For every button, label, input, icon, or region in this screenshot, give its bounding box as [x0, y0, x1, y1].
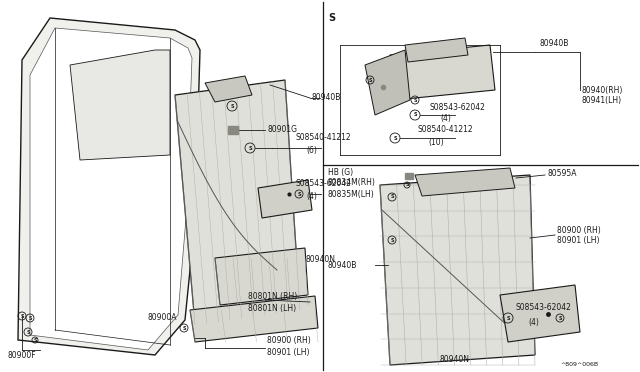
Text: S: S: [390, 195, 394, 199]
Polygon shape: [175, 80, 300, 325]
Text: S08543-62042: S08543-62042: [430, 103, 486, 112]
Text: S08543-62042: S08543-62042: [516, 304, 572, 312]
Polygon shape: [258, 180, 312, 218]
Text: 80900A: 80900A: [148, 314, 177, 323]
Text: S: S: [33, 337, 36, 343]
Text: (10): (10): [428, 138, 444, 147]
Polygon shape: [190, 296, 318, 342]
Text: (4): (4): [528, 317, 539, 327]
Text: S: S: [368, 77, 372, 83]
Text: 80801N (LH): 80801N (LH): [248, 304, 296, 312]
Bar: [80, 228, 135, 266]
Polygon shape: [30, 28, 192, 350]
Text: S08543-62042: S08543-62042: [295, 180, 351, 189]
Text: S08540-41212: S08540-41212: [295, 134, 351, 142]
Polygon shape: [215, 248, 308, 305]
Polygon shape: [390, 45, 495, 100]
Text: 80940B: 80940B: [540, 39, 570, 48]
Bar: [65, 232, 103, 248]
Polygon shape: [500, 285, 580, 342]
Polygon shape: [70, 50, 170, 160]
Text: 80900F: 80900F: [8, 350, 36, 359]
Polygon shape: [365, 50, 410, 115]
Bar: [65, 175, 103, 195]
Bar: [405, 173, 413, 179]
Text: (4): (4): [440, 115, 451, 124]
Polygon shape: [18, 18, 200, 355]
Bar: [65, 305, 145, 323]
Text: S: S: [390, 237, 394, 243]
Text: 80835M(LH): 80835M(LH): [328, 189, 375, 199]
Text: 80900 (RH): 80900 (RH): [557, 225, 601, 234]
Text: S: S: [558, 315, 562, 321]
Text: S: S: [26, 330, 29, 334]
Text: 80940B: 80940B: [312, 93, 341, 102]
Text: 80834M(RH): 80834M(RH): [328, 179, 376, 187]
Text: 80901 (LH): 80901 (LH): [267, 347, 310, 356]
Text: S: S: [20, 314, 24, 318]
Bar: [75, 185, 125, 220]
Text: S: S: [297, 192, 301, 196]
Text: S: S: [393, 135, 397, 141]
Text: S: S: [413, 112, 417, 118]
Bar: [228, 126, 238, 134]
Text: 80940(RH): 80940(RH): [582, 86, 623, 94]
Text: S: S: [413, 97, 417, 103]
Text: 80941(LH): 80941(LH): [582, 96, 622, 105]
Text: 80901G: 80901G: [267, 125, 297, 135]
Polygon shape: [405, 38, 468, 62]
Text: ^809^006B: ^809^006B: [560, 362, 598, 366]
Text: 80940N: 80940N: [440, 356, 470, 365]
Text: S: S: [328, 13, 335, 23]
Text: 80901 (LH): 80901 (LH): [557, 237, 600, 246]
Text: (4): (4): [306, 192, 317, 201]
Text: S: S: [405, 183, 409, 187]
Bar: [65, 205, 103, 223]
Text: S08540-41212: S08540-41212: [418, 125, 474, 135]
Text: 80940B: 80940B: [328, 260, 357, 269]
Text: S: S: [248, 145, 252, 151]
Text: S: S: [28, 315, 32, 321]
Polygon shape: [205, 76, 252, 102]
Text: 80595A: 80595A: [547, 170, 577, 179]
Text: 80900 (RH): 80900 (RH): [267, 336, 311, 344]
Text: (6): (6): [306, 145, 317, 154]
Polygon shape: [380, 175, 535, 365]
Text: 80801N (RH): 80801N (RH): [248, 292, 297, 301]
Polygon shape: [415, 168, 515, 196]
Text: S: S: [506, 315, 509, 321]
Text: HB (G): HB (G): [328, 167, 353, 176]
Text: S: S: [230, 103, 234, 109]
Text: 80940N: 80940N: [305, 256, 335, 264]
Text: S: S: [182, 326, 186, 330]
Bar: [75, 275, 125, 297]
